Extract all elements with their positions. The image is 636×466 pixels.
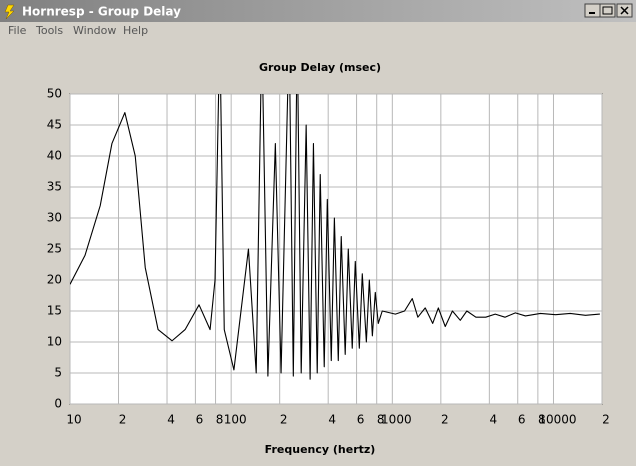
x-tick-label: 6 [357,413,365,427]
y-tick-label: 35 [47,180,62,194]
menu-item[interactable]: File [8,24,27,37]
x-tick-label: 10 [66,413,81,427]
x-tick-label: 100 [224,413,247,427]
y-tick-label: 20 [47,273,62,287]
x-tick-label: 1000 [381,413,412,427]
y-tick-label: 15 [47,304,62,318]
x-tick-label: 2 [119,413,127,427]
y-tick-label: 50 [47,87,62,101]
data-line [70,94,600,380]
x-axis-label: Frequency (hertz) [265,443,376,456]
y-tick-label: 25 [47,242,62,256]
chart-title: Group Delay (msec) [259,61,381,74]
x-tick-label: 4 [167,413,175,427]
x-tick-label: 6 [196,413,204,427]
window-title: Hornresp - Group Delay [22,5,181,19]
y-tick-label: 40 [47,149,62,163]
x-tick-label: 4 [328,413,336,427]
menu-item[interactable]: Window [73,24,116,37]
x-tick-label: 8 [538,413,546,427]
x-tick-label: 8 [377,413,385,427]
x-tick-label: 2 [441,413,449,427]
x-tick-label: 2 [602,413,610,427]
menu-item[interactable]: Help [123,24,148,37]
x-tick-label: 6 [518,413,526,427]
title-bar [0,0,636,22]
x-tick-label: 4 [490,413,498,427]
app-icon [4,4,15,20]
y-tick-label: 30 [47,211,62,225]
maximize-button[interactable] [599,3,616,18]
y-tick-label: 10 [47,335,62,349]
x-tick-label: 10000 [538,413,576,427]
menu-item[interactable]: Tools [35,24,63,37]
y-tick-label: 5 [54,366,62,380]
minimize-button[interactable] [584,3,601,18]
x-tick-label: 2 [280,413,288,427]
y-tick-label: 45 [47,118,62,132]
y-tick-label: 0 [54,397,62,411]
x-tick-label: 8 [216,413,224,427]
close-button[interactable] [616,3,633,18]
